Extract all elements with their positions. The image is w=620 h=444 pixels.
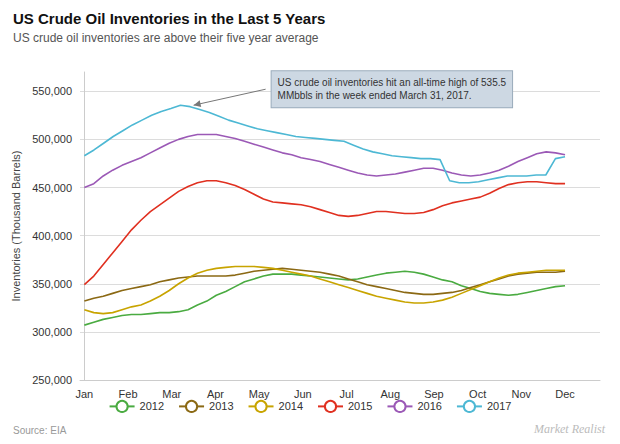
svg-text:Apr: Apr <box>207 388 224 400</box>
svg-text:Source: EIA: Source: EIA <box>13 425 67 436</box>
svg-text:Oct: Oct <box>469 388 486 400</box>
svg-text:MMbbls in the week ended March: MMbbls in the week ended March 31, 2017. <box>278 90 472 101</box>
svg-text:450,000: 450,000 <box>32 182 72 194</box>
svg-text:Inventories (Thousand Barrels): Inventories (Thousand Barrels) <box>10 150 22 301</box>
svg-text:Market Realist: Market Realist <box>533 422 606 436</box>
svg-text:Feb: Feb <box>119 388 138 400</box>
svg-text:500,000: 500,000 <box>32 133 72 145</box>
svg-text:US crude oil inventories hit a: US crude oil inventories hit an all-time… <box>278 77 507 88</box>
svg-text:US crude oil inventories are a: US crude oil inventories are above their… <box>13 31 319 45</box>
svg-text:May: May <box>249 388 270 400</box>
svg-text:Dec: Dec <box>555 388 575 400</box>
svg-text:300,000: 300,000 <box>32 326 72 338</box>
svg-text:Jan: Jan <box>75 388 93 400</box>
svg-text:550,000: 550,000 <box>32 85 72 97</box>
svg-text:2016: 2016 <box>417 400 441 412</box>
svg-text:2014: 2014 <box>279 400 303 412</box>
svg-text:2013: 2013 <box>209 400 233 412</box>
svg-text:2017: 2017 <box>487 400 511 412</box>
svg-text:250,000: 250,000 <box>32 374 72 386</box>
svg-text:Jun: Jun <box>294 388 312 400</box>
svg-text:Sep: Sep <box>424 388 444 400</box>
svg-text:2015: 2015 <box>348 400 372 412</box>
svg-text:Mar: Mar <box>162 388 181 400</box>
svg-text:US Crude Oil Inventories in th: US Crude Oil Inventories in the Last 5 Y… <box>13 10 325 27</box>
svg-text:Nov: Nov <box>512 388 532 400</box>
svg-text:Aug: Aug <box>380 388 400 400</box>
svg-text:2012: 2012 <box>140 400 164 412</box>
svg-text:Jul: Jul <box>340 388 354 400</box>
svg-text:350,000: 350,000 <box>32 278 72 290</box>
svg-text:400,000: 400,000 <box>32 230 72 242</box>
